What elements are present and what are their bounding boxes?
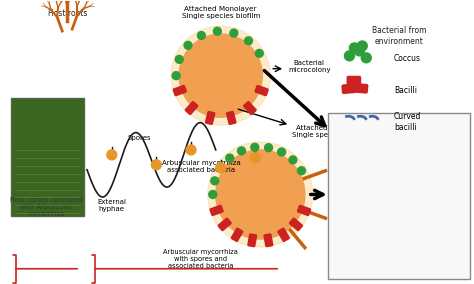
Text: Attached Monolayer
Single species biofilm: Attached Monolayer Single species biofil… — [182, 6, 260, 19]
Circle shape — [186, 145, 196, 155]
Text: Arbuscular mycorrhiza
associated bacteria: Arbuscular mycorrhiza associated bacteri… — [162, 160, 240, 173]
Text: Curved
bacilli: Curved bacilli — [394, 112, 421, 132]
FancyBboxPatch shape — [328, 113, 470, 279]
Circle shape — [209, 191, 217, 199]
FancyBboxPatch shape — [298, 205, 310, 216]
Circle shape — [172, 72, 180, 80]
Circle shape — [250, 153, 260, 163]
Circle shape — [211, 177, 219, 185]
Circle shape — [175, 55, 183, 63]
Circle shape — [255, 49, 263, 57]
Circle shape — [245, 37, 253, 45]
FancyBboxPatch shape — [290, 218, 302, 231]
FancyBboxPatch shape — [173, 85, 186, 96]
Text: External
hyphae: External hyphae — [97, 199, 126, 212]
FancyBboxPatch shape — [278, 228, 289, 241]
FancyBboxPatch shape — [354, 84, 368, 93]
FancyBboxPatch shape — [11, 99, 84, 216]
Circle shape — [213, 27, 221, 35]
Text: Coccus: Coccus — [394, 54, 421, 63]
Circle shape — [230, 29, 238, 37]
FancyBboxPatch shape — [255, 85, 268, 96]
FancyBboxPatch shape — [206, 112, 215, 124]
Text: Attached Multilayer
Single species biofilm: Attached Multilayer Single species biofi… — [292, 125, 368, 138]
Text: Bacterial from
environment: Bacterial from environment — [372, 26, 426, 45]
FancyBboxPatch shape — [231, 228, 243, 241]
Circle shape — [151, 160, 161, 170]
FancyBboxPatch shape — [347, 76, 361, 85]
Text: Host roots: Host roots — [47, 9, 87, 18]
Circle shape — [171, 26, 270, 125]
Circle shape — [216, 150, 305, 239]
Circle shape — [264, 144, 273, 152]
FancyBboxPatch shape — [342, 84, 356, 93]
Text: Bacterial
microcolony: Bacterial microcolony — [288, 60, 331, 73]
Circle shape — [179, 34, 262, 117]
FancyBboxPatch shape — [218, 218, 231, 231]
Circle shape — [217, 164, 225, 172]
FancyBboxPatch shape — [244, 102, 256, 114]
Circle shape — [237, 147, 246, 155]
FancyBboxPatch shape — [248, 234, 256, 247]
Circle shape — [349, 43, 359, 53]
FancyBboxPatch shape — [227, 112, 236, 124]
FancyBboxPatch shape — [264, 234, 273, 247]
FancyBboxPatch shape — [210, 205, 223, 216]
Circle shape — [184, 41, 192, 49]
Circle shape — [361, 53, 371, 63]
Text: Multilayer Dual-species
biofilm: Multilayer Dual-species biofilm — [332, 178, 413, 191]
Circle shape — [289, 156, 297, 164]
Circle shape — [278, 148, 286, 156]
Text: Spores: Spores — [128, 135, 151, 141]
Text: Arbuscular mycorrhiza
with spores and
associated bacteria: Arbuscular mycorrhiza with spores and as… — [164, 249, 238, 269]
Circle shape — [298, 167, 305, 175]
Circle shape — [107, 150, 117, 160]
Circle shape — [251, 143, 259, 151]
Text: Bacilli: Bacilli — [394, 86, 417, 95]
Circle shape — [355, 46, 365, 56]
FancyBboxPatch shape — [185, 102, 198, 114]
Circle shape — [345, 51, 355, 61]
Text: Multilayer multi-species
biofilm: Multilayer multi-species biofilm — [332, 200, 415, 213]
Circle shape — [357, 41, 367, 51]
Circle shape — [197, 32, 205, 39]
Text: Root cortex colonized
with Arbuscular
mycorrhiza: Root cortex colonized with Arbuscular my… — [10, 197, 82, 217]
Circle shape — [216, 163, 226, 173]
Circle shape — [226, 154, 234, 162]
Circle shape — [208, 142, 313, 247]
